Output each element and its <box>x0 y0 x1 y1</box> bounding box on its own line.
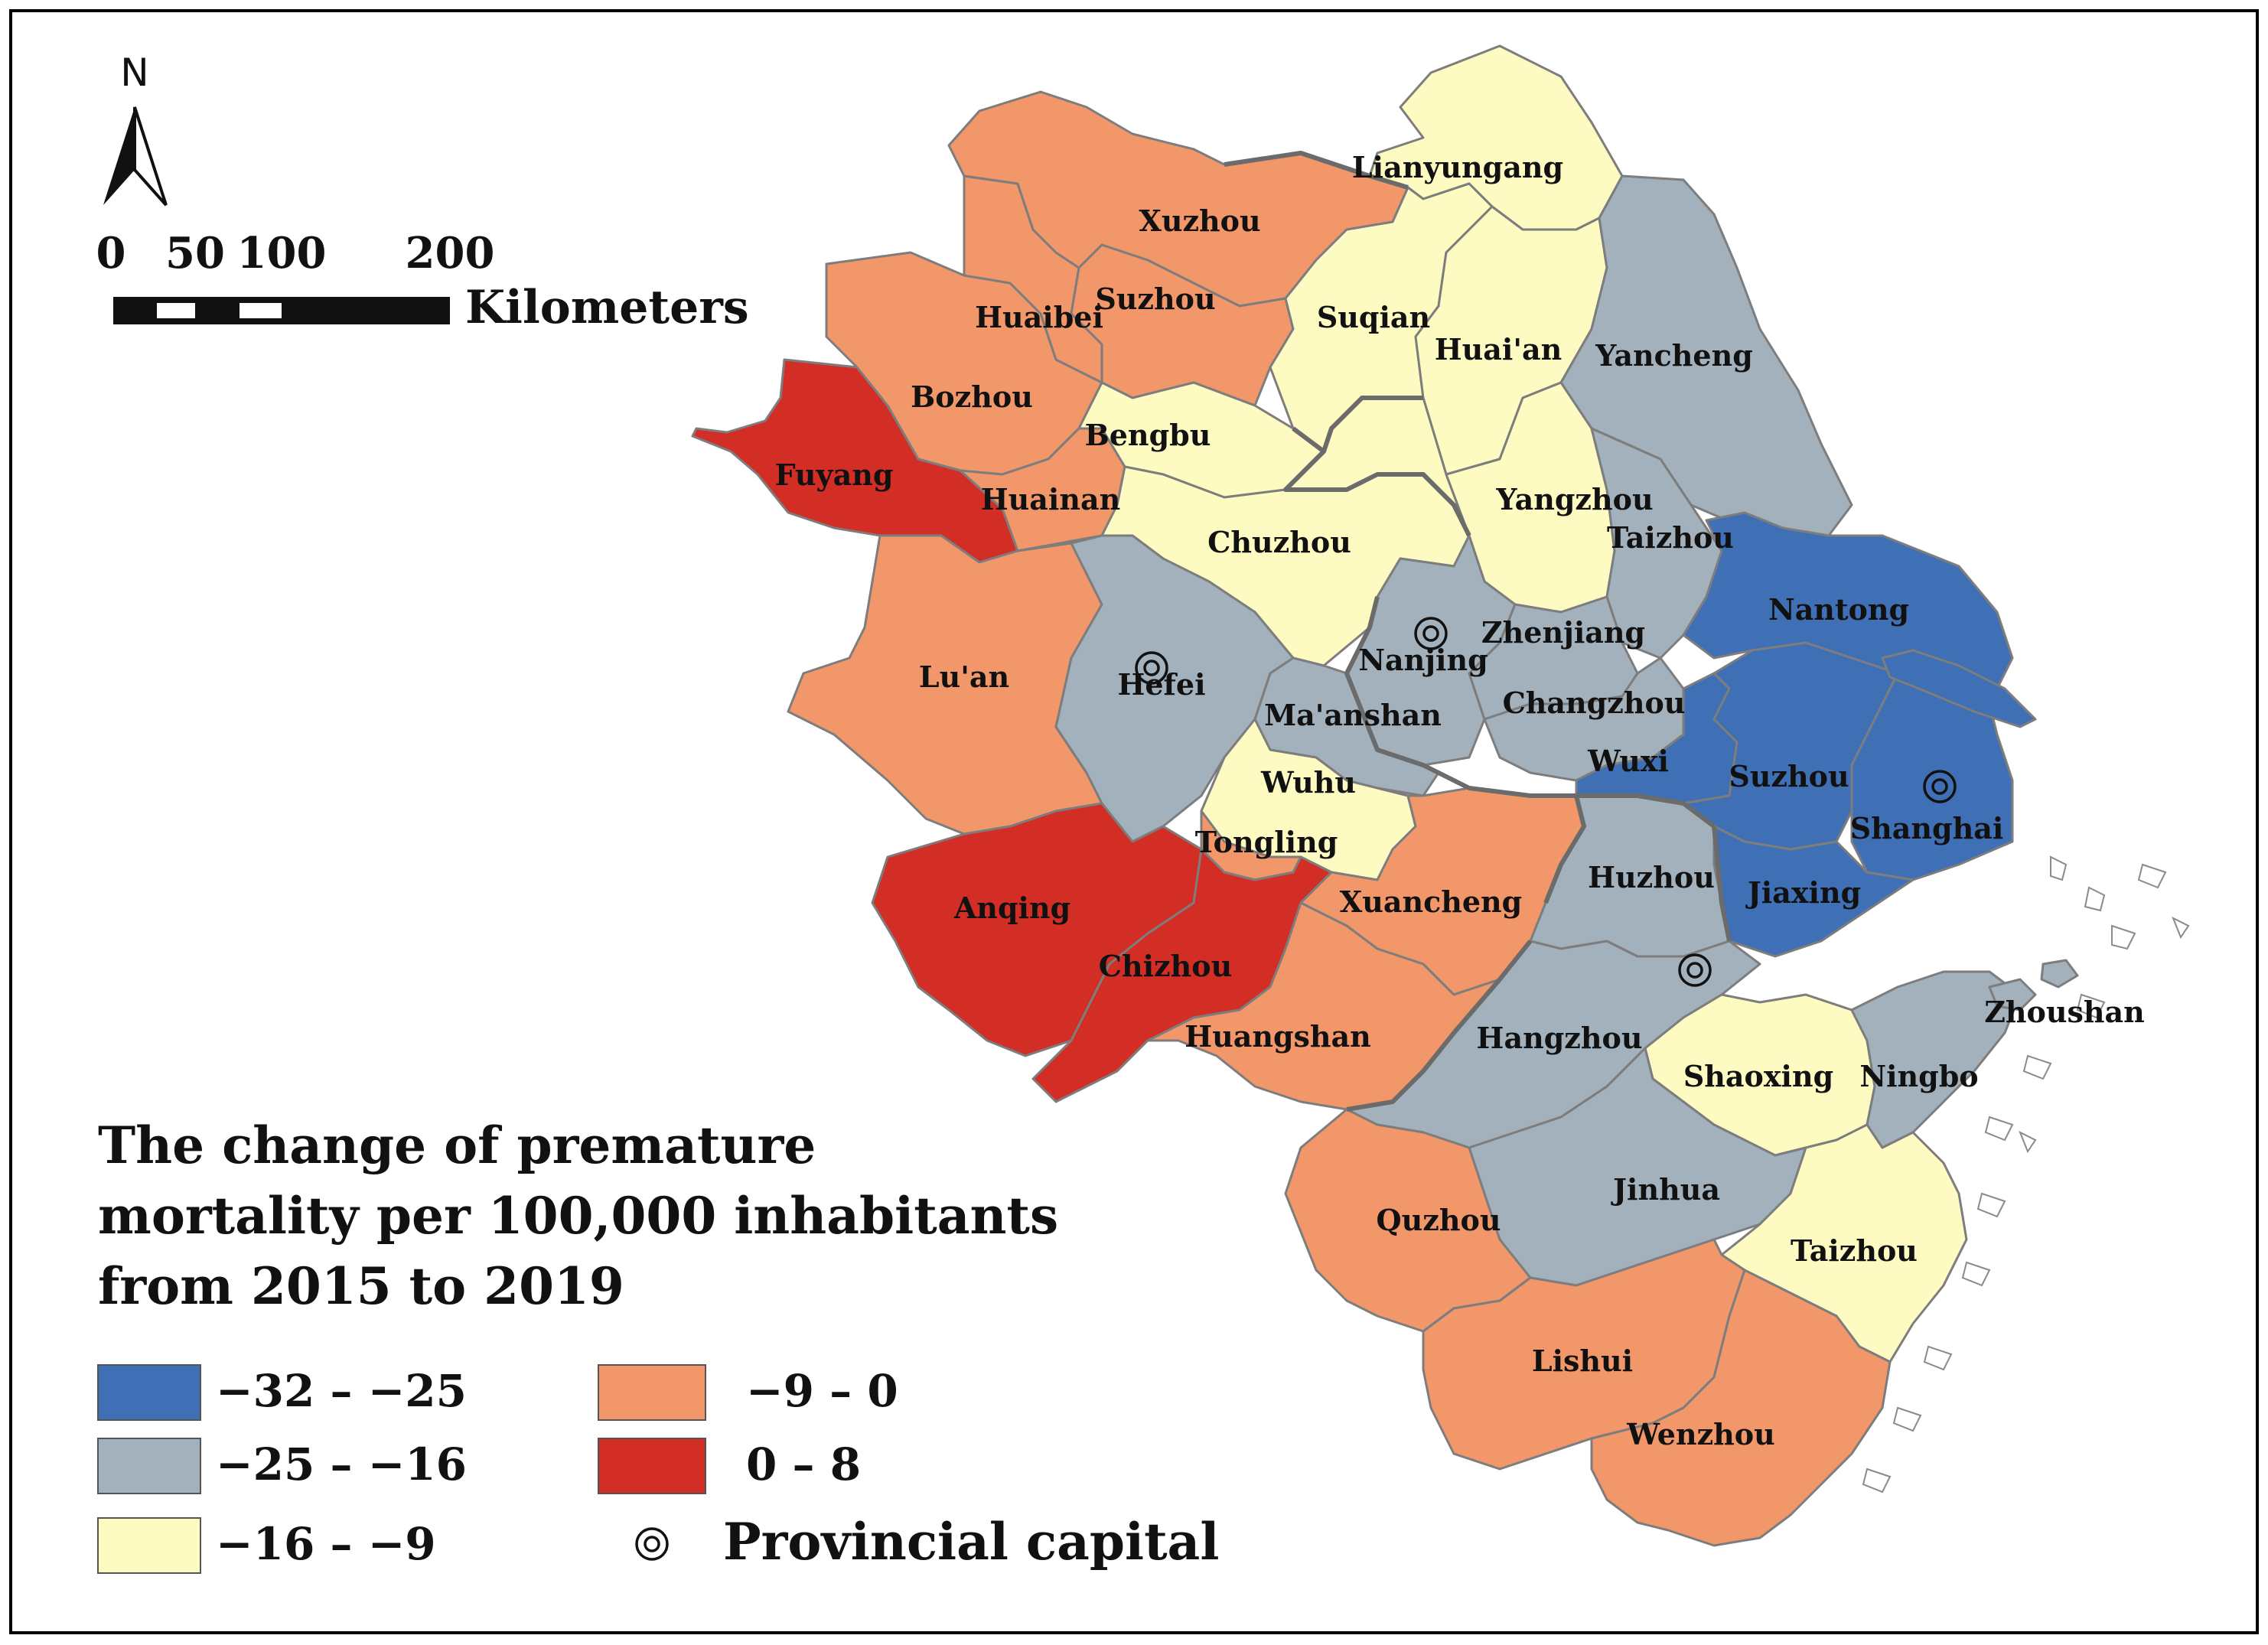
legend-title-line: from 2015 to 2019 <box>98 1256 624 1316</box>
city-label: Tongling <box>1195 825 1338 859</box>
province-borders <box>1224 151 1732 1112</box>
scale-tick-100: 100 <box>237 228 327 279</box>
legend-swatch <box>97 1438 201 1494</box>
legend-label: −16 – −9 <box>216 1518 436 1570</box>
legend-swatch <box>97 1517 201 1574</box>
north-arrow-left-half <box>103 107 135 205</box>
city-label: Anqing <box>953 891 1070 925</box>
north-arrow: N <box>103 50 168 207</box>
scale-bar: 0 50 100 200 Kilometers <box>96 228 749 334</box>
city-label: Shanghai <box>1850 811 2004 845</box>
city-label: Xuzhou <box>1139 204 1260 238</box>
region-chongming-island <box>1881 649 2037 728</box>
scale-bar-segment <box>157 303 195 318</box>
city-label: Hefei <box>1117 667 1205 702</box>
legend-label: −32 – −25 <box>216 1365 467 1417</box>
legend-capital-label: Provincial capital <box>723 1512 1219 1572</box>
legend: The change of premature mortality per 10… <box>97 1116 1219 1574</box>
city-label: Taizhou <box>1607 520 1734 555</box>
capital-marker-hefei <box>1135 651 1168 685</box>
city-label: Fuyang <box>775 458 894 492</box>
region-ningbo <box>1850 970 2022 1149</box>
city-label: Chuzhou <box>1207 525 1351 559</box>
city-label: Nanjing <box>1358 643 1488 677</box>
legend-label: −25 – −16 <box>216 1438 467 1490</box>
coastal-islands <box>1862 855 2190 1494</box>
city-label: Suzhou <box>1095 282 1215 316</box>
legend-capital-icon <box>635 1527 669 1561</box>
city-label: Huaibei <box>975 300 1103 334</box>
city-label: Lishui <box>1532 1344 1633 1378</box>
capital-marker-nanjing <box>1414 617 1448 650</box>
legend-swatch <box>97 1364 201 1421</box>
city-label: Changzhou <box>1503 686 1686 720</box>
city-label: Ma'anshan <box>1264 698 1442 732</box>
city-label: Xuancheng <box>1340 884 1523 919</box>
city-label: Zhenjiang <box>1481 615 1645 650</box>
scale-bar-segment <box>240 303 282 318</box>
city-label: Huangshan <box>1185 1019 1371 1054</box>
scale-tick-50: 50 <box>165 228 225 279</box>
legend-label: 0 – 8 <box>746 1438 861 1490</box>
city-label: Nantong <box>1768 592 1909 627</box>
scale-tick-200: 200 <box>406 228 495 279</box>
region-huangshan <box>1146 901 1501 1111</box>
city-label: Lu'an <box>919 660 1009 694</box>
city-label: Wuhu <box>1260 765 1356 800</box>
city-label: Taizhou <box>1791 1233 1918 1268</box>
city-label: Yangzhou <box>1495 482 1653 516</box>
capital-marker-shanghai <box>1923 770 1957 803</box>
city-label: Ningbo <box>1859 1059 1978 1093</box>
region-wenzhou <box>1590 1269 1892 1547</box>
city-labels: Lianyungang Xuzhou Suzhou Huaibei Suqian… <box>775 150 2145 1451</box>
legend-swatch <box>598 1438 706 1494</box>
city-label: Huai'an <box>1435 332 1562 366</box>
city-label: Hangzhou <box>1477 1021 1643 1055</box>
city-label: Bozhou <box>911 379 1033 414</box>
city-label: Jiaxing <box>1745 875 1861 910</box>
capital-markers <box>1135 617 1957 987</box>
city-label: Jinhua <box>1611 1172 1720 1207</box>
city-label: Bengbu <box>1085 418 1211 452</box>
city-label: Quzhou <box>1377 1203 1501 1237</box>
north-arrow-right-half <box>133 106 168 207</box>
legend-label: −9 – 0 <box>746 1365 898 1417</box>
legend-title-line: mortality per 100,000 inhabitants <box>98 1186 1058 1246</box>
city-label: Yancheng <box>1595 338 1753 373</box>
scale-tick-0: 0 <box>96 228 126 279</box>
region-layer <box>691 44 2079 1547</box>
city-label: Huainan <box>981 482 1120 516</box>
scale-unit-label: Kilometers <box>465 281 749 334</box>
city-label: Wenzhou <box>1626 1417 1775 1451</box>
city-label: Lianyungang <box>1352 150 1563 184</box>
north-label: N <box>120 50 148 95</box>
region-zhoushan-island-1 <box>1988 978 2037 1011</box>
city-label: Zhoushan <box>1984 995 2145 1029</box>
city-label: Huzhou <box>1588 860 1715 894</box>
city-label: Shaoxing <box>1683 1059 1833 1093</box>
city-label: Chizhou <box>1099 949 1233 983</box>
city-label: Suqian <box>1317 300 1430 334</box>
city-label: Suzhou <box>1729 759 1849 793</box>
region-taizhou-jiangsu <box>1590 427 1723 660</box>
region-zhoushan-island-2 <box>2040 959 2079 989</box>
city-label: Wuxi <box>1587 744 1669 778</box>
legend-title-line: The change of premature <box>98 1116 816 1175</box>
legend-swatch <box>598 1364 706 1421</box>
capital-marker-hangzhou <box>1678 953 1712 987</box>
